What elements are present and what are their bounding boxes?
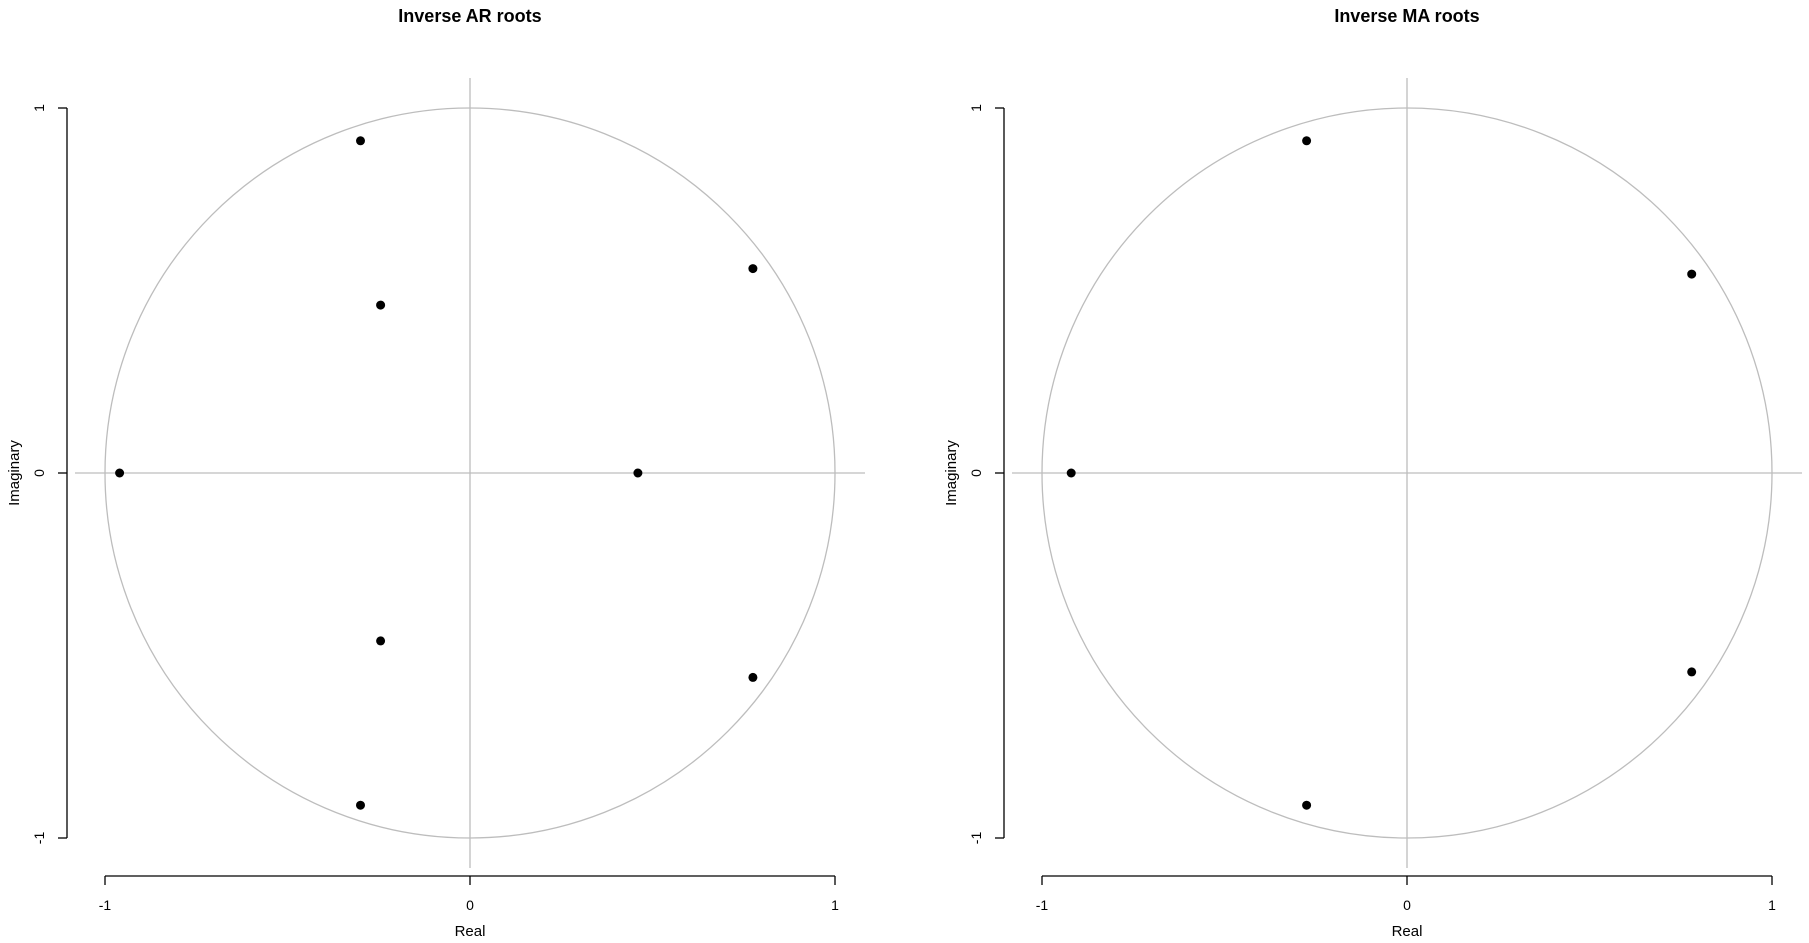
root-point [376, 636, 386, 646]
x-axis-label: Real [1392, 923, 1423, 940]
root-point [1302, 800, 1312, 810]
y-tick-label: -1 [968, 832, 984, 845]
root-point [356, 800, 365, 810]
root-points [1066, 136, 1697, 810]
x-axis-label: Real [455, 923, 486, 940]
x-axis: -1 0 1 Real [1036, 875, 1776, 940]
x-tick-label: 1 [831, 897, 839, 913]
x-tick-label: -1 [1036, 897, 1049, 913]
x-tick-label: 1 [1768, 897, 1776, 913]
root-points [115, 136, 758, 810]
root-point [633, 468, 643, 478]
ar-roots-panel: Inverse AR roots 1 0 -1 Imaginary -1 0 1… [6, 6, 865, 940]
y-tick-label: 1 [31, 104, 47, 112]
root-point [748, 672, 758, 682]
root-point [356, 136, 365, 146]
chart-title: Inverse AR roots [398, 6, 541, 26]
x-tick-label: 0 [1403, 897, 1411, 913]
y-tick-label: 0 [968, 469, 984, 477]
y-axis-label: Imaginary [943, 440, 960, 506]
root-point [1066, 468, 1076, 478]
x-tick-label: -1 [99, 897, 112, 913]
y-tick-label: 0 [31, 469, 47, 477]
x-tick-label: 0 [466, 897, 474, 913]
root-point [115, 468, 125, 478]
root-point [1687, 667, 1697, 677]
x-axis: -1 0 1 Real [99, 875, 839, 940]
chart-title: Inverse MA roots [1334, 6, 1479, 26]
root-point [1302, 136, 1312, 146]
root-point [1687, 269, 1697, 279]
y-axis: 1 0 -1 Imaginary [943, 104, 1005, 845]
root-point [748, 264, 758, 274]
ma-roots-panel: Inverse MA roots 1 0 -1 Imaginary -1 0 1… [943, 6, 1802, 940]
y-axis: 1 0 -1 Imaginary [6, 104, 68, 845]
y-tick-label: 1 [968, 104, 984, 112]
y-tick-label: -1 [31, 832, 47, 845]
y-axis-label: Imaginary [6, 440, 23, 506]
root-point [376, 300, 386, 310]
